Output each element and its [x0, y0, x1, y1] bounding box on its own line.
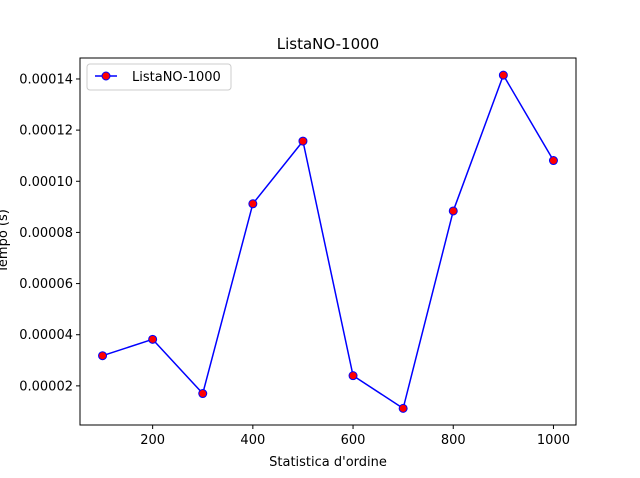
y-tick-label: 0.00014	[19, 72, 73, 87]
plot-area	[79, 57, 577, 426]
legend-marker-swatch	[101, 71, 111, 81]
y-tick-label: 0.00004	[19, 328, 73, 343]
x-axis-title: Statistica d'ordine	[269, 455, 387, 470]
chart-title: ListaNO-1000	[277, 35, 379, 53]
data-point	[348, 371, 358, 381]
data-point	[398, 403, 408, 413]
legend-label: ListaNO-1000	[132, 70, 221, 85]
data-point	[98, 351, 108, 361]
y-tick-label: 0.00010	[19, 175, 73, 190]
x-tick-label: 200	[140, 433, 165, 448]
series-layer	[98, 70, 558, 413]
legend-box	[86, 63, 232, 91]
y-tick-label: 0.00012	[19, 124, 73, 139]
data-point	[248, 199, 258, 209]
data-point	[498, 70, 508, 80]
data-point	[298, 136, 308, 146]
data-point	[198, 389, 208, 399]
y-tick-label: 0.00006	[19, 277, 73, 292]
x-tick-label: 600	[341, 433, 366, 448]
legend: ListaNO-1000	[86, 63, 232, 91]
data-point	[148, 334, 158, 344]
y-axis: 0.00002 0.00004 0.00006 0.00008 0.00010 0.000…	[19, 72, 80, 394]
axes-frame	[79, 57, 577, 426]
x-tick-label: 1000	[537, 433, 570, 448]
x-tick-label: 400	[240, 433, 265, 448]
x-tick-label: 800	[441, 433, 466, 448]
data-point	[448, 206, 458, 216]
series-line	[102, 74, 555, 410]
y-axis-title: Tempo (s)	[0, 209, 11, 274]
x-axis: 200 400 600 800 1000	[140, 425, 570, 448]
y-tick-label: 0.00008	[19, 226, 73, 241]
y-tick-label: 0.00002	[19, 379, 73, 394]
data-point	[548, 156, 558, 166]
